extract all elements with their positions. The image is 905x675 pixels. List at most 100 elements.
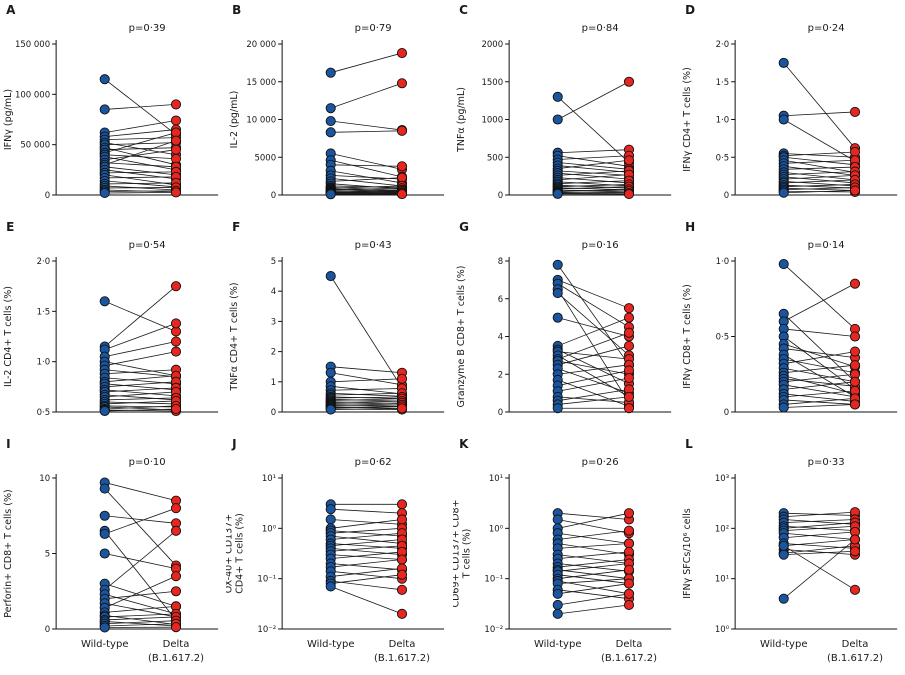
pair-line <box>783 184 855 188</box>
y-tick-label: 5 <box>45 550 50 560</box>
pair-line <box>557 317 629 337</box>
pair-line <box>104 361 177 377</box>
y-tick-label: 10⁰ <box>262 524 277 534</box>
pair-line <box>330 396 403 399</box>
panel-letter: C <box>459 3 468 17</box>
pair-line <box>783 381 855 390</box>
pair-line <box>557 574 629 584</box>
pair-line <box>557 604 629 615</box>
wildtype-point <box>325 189 337 200</box>
pair-line <box>104 482 177 502</box>
y-tick-label: 0 <box>45 625 50 635</box>
delta-point <box>170 281 182 292</box>
pair-line <box>104 351 177 367</box>
wildtype-point <box>778 540 789 551</box>
pair-line <box>330 586 403 615</box>
wildtype-point <box>552 403 563 414</box>
y-tick-label: 5 <box>271 257 276 267</box>
pair-line <box>783 111 855 117</box>
wildtype-point <box>552 91 563 102</box>
wildtype-point <box>99 528 110 539</box>
delta-point <box>849 360 860 371</box>
pair-line <box>783 62 856 149</box>
wildtype-point <box>99 622 110 633</box>
pair-line <box>783 348 855 359</box>
pair-line <box>330 530 403 537</box>
wildtype-point <box>325 271 337 282</box>
pair-line <box>557 172 629 180</box>
pair-line <box>330 392 403 396</box>
p-value: p=0·39 <box>129 23 166 34</box>
pair-line <box>557 583 629 595</box>
pair-line <box>104 176 177 179</box>
y-tick-label: 0 <box>45 191 50 201</box>
delta-point <box>170 503 182 514</box>
y-tick-label: 10⁻¹ <box>484 575 503 585</box>
panel-F-chart: Fp=0·43 0 1 2 3 4 5 TNFα CD4+ T cells (%) <box>229 220 445 418</box>
pair-line <box>783 351 855 365</box>
wildtype-point <box>552 588 563 599</box>
pair-line <box>557 174 629 181</box>
delta-point <box>623 525 634 536</box>
pair-line <box>783 171 855 181</box>
pair-line <box>104 154 177 160</box>
wildtype-point <box>325 504 337 515</box>
y-axis-label: Perforin+ CD8+ T cells (%) <box>3 489 14 617</box>
delta-point <box>849 546 860 557</box>
pair-line <box>330 185 403 189</box>
pair-line <box>104 191 177 194</box>
pair-line <box>557 184 629 188</box>
delta-point <box>623 189 634 200</box>
wildtype-point <box>99 296 110 307</box>
pair-line <box>557 181 629 187</box>
delta-point <box>623 391 634 402</box>
y-axis-label: IFNγ SFCs/10⁶ cells <box>682 508 693 599</box>
panel-K-chart: Kp=0·26 10⁻² 10⁻¹ 10⁰ 10¹ CD69+ CD137+ CD8+T … <box>453 437 671 664</box>
pair-line <box>104 488 177 566</box>
y-tick-label: 1·0 <box>715 257 729 267</box>
pair-line <box>104 401 177 405</box>
pair-line <box>783 393 855 402</box>
delta-point <box>623 578 634 589</box>
pair-line <box>104 397 177 401</box>
pair-line <box>104 391 177 398</box>
pair-line <box>783 174 855 180</box>
pair-line <box>330 519 403 525</box>
wildtype-point <box>99 483 110 494</box>
wildtype-point <box>778 549 789 560</box>
wildtype-point <box>552 288 563 299</box>
pair-line <box>557 379 629 407</box>
delta-point <box>623 508 634 519</box>
pair-line <box>330 407 403 410</box>
pair-line <box>557 543 629 549</box>
pair-line <box>104 515 177 524</box>
y-tick-label: 20 000 <box>247 40 277 50</box>
pair-line <box>783 176 855 184</box>
pair-line <box>330 366 403 374</box>
pair-line <box>104 400 177 405</box>
delta-point <box>623 403 634 414</box>
pair-line <box>557 532 629 544</box>
y-tick-label: 10³ <box>715 474 729 484</box>
p-value: p=0·54 <box>129 240 166 251</box>
delta-point <box>397 189 408 200</box>
pair-line <box>557 377 629 392</box>
pair-line <box>104 162 177 168</box>
pair-line <box>104 621 177 627</box>
pair-line <box>104 530 177 621</box>
pair-line <box>557 180 629 185</box>
delta-point <box>849 331 860 342</box>
pair-line <box>783 165 855 176</box>
y-tick-label: 10⁻² <box>484 625 503 635</box>
x-label-wildtype: Wild-type <box>307 639 355 650</box>
y-tick-label: 15 000 <box>247 78 277 88</box>
pair-line <box>556 264 629 366</box>
y-tick-label: 1000 <box>481 116 503 126</box>
pair-line <box>330 574 403 584</box>
x-sublabel-delta: (B.1.617.2) <box>600 653 656 664</box>
pair-line <box>557 578 629 584</box>
wildtype-point <box>325 367 337 378</box>
pair-line <box>557 345 629 366</box>
